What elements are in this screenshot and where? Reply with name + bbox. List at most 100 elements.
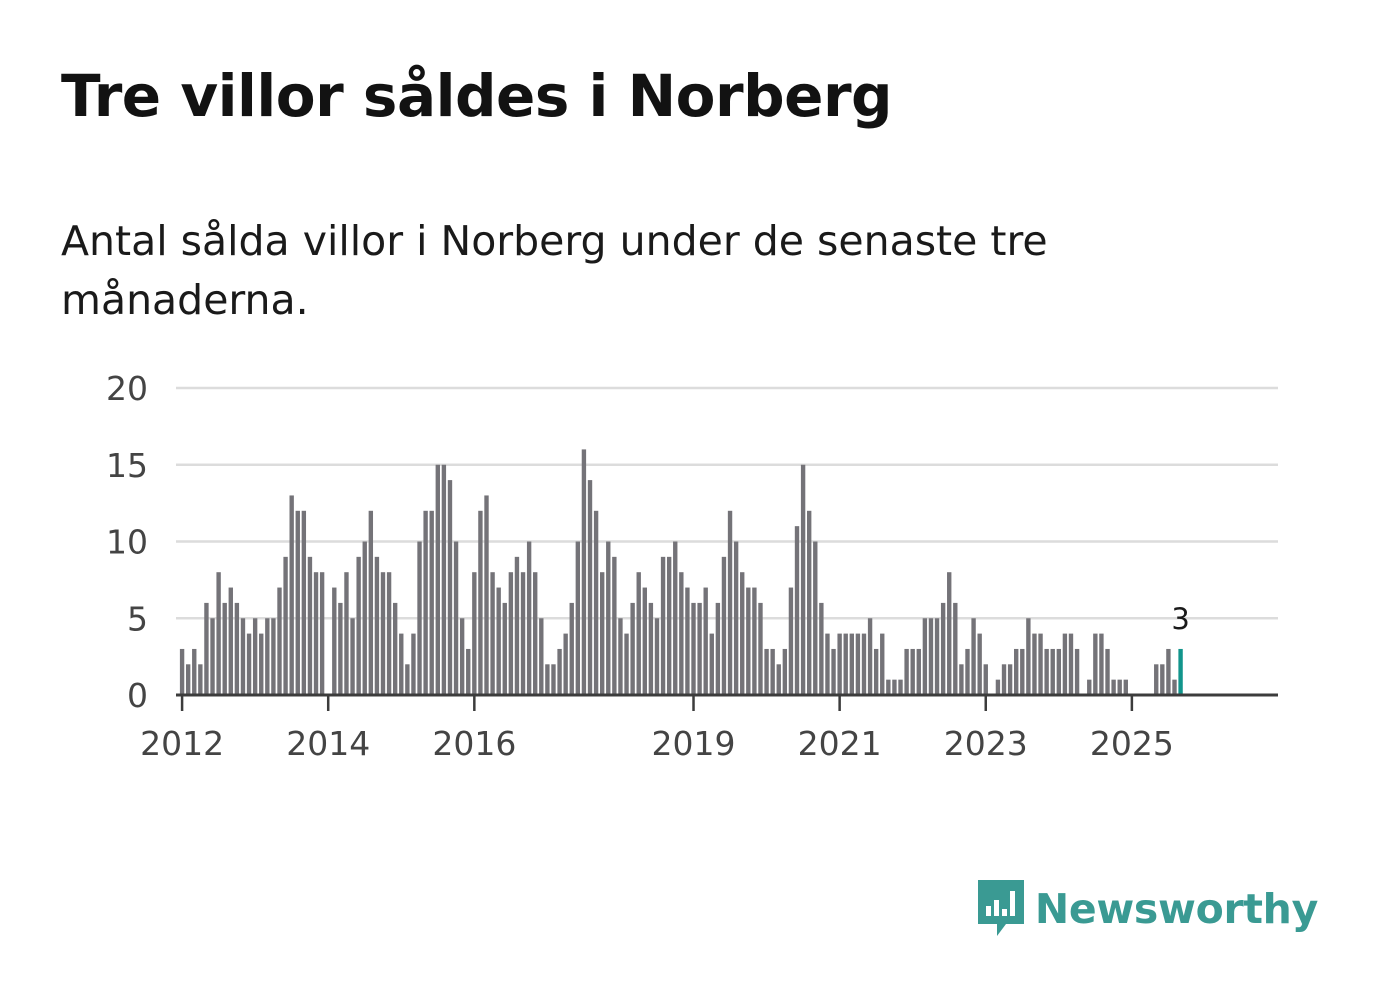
bar bbox=[953, 602, 958, 695]
bar bbox=[606, 541, 611, 695]
bar bbox=[715, 602, 721, 695]
bar bbox=[813, 541, 818, 695]
bar bbox=[368, 510, 374, 695]
y-tick-label: 20 bbox=[106, 369, 148, 408]
bar bbox=[1007, 664, 1013, 695]
bar bbox=[289, 495, 294, 695]
bar bbox=[922, 618, 928, 695]
bar bbox=[179, 648, 185, 695]
bar bbox=[307, 556, 313, 695]
brand-name: Newsworthy bbox=[1034, 885, 1318, 933]
x-tick-label: 2025 bbox=[1090, 724, 1174, 763]
bar bbox=[612, 556, 617, 695]
bar bbox=[1123, 679, 1128, 695]
bar bbox=[411, 633, 416, 695]
bar bbox=[977, 633, 982, 695]
bar bbox=[392, 602, 398, 695]
bar bbox=[679, 572, 684, 695]
bar bbox=[295, 510, 300, 695]
bar bbox=[356, 556, 361, 695]
bar bbox=[283, 556, 288, 695]
bar bbox=[198, 664, 203, 695]
x-tick-label: 2012 bbox=[140, 724, 224, 763]
bar bbox=[904, 648, 909, 695]
bar bbox=[1020, 648, 1025, 695]
bar bbox=[1014, 648, 1019, 695]
bar bbox=[192, 648, 197, 695]
bar bbox=[983, 664, 988, 695]
bar bbox=[1160, 664, 1165, 695]
bar bbox=[940, 602, 946, 695]
bar bbox=[429, 510, 434, 695]
bar bbox=[575, 541, 581, 695]
bar bbox=[1044, 648, 1049, 695]
bar bbox=[758, 602, 763, 695]
bar bbox=[563, 633, 568, 695]
bar bbox=[1032, 633, 1037, 695]
y-tick-label: 10 bbox=[106, 523, 148, 562]
bar bbox=[727, 510, 733, 695]
bar bbox=[685, 587, 690, 695]
bar bbox=[1117, 679, 1122, 695]
bar bbox=[265, 618, 270, 695]
bar bbox=[709, 633, 714, 695]
chart-subtitle: Antal sålda villor i Norberg under de se… bbox=[61, 217, 1048, 324]
bar bbox=[867, 618, 873, 695]
bar bbox=[271, 618, 276, 695]
bar bbox=[855, 633, 861, 695]
bar bbox=[508, 572, 514, 695]
bar bbox=[740, 572, 745, 695]
x-tick-label: 2019 bbox=[652, 724, 736, 763]
bar bbox=[1062, 633, 1068, 695]
bar bbox=[1093, 633, 1098, 695]
y-tick-label: 0 bbox=[127, 676, 148, 715]
bar bbox=[581, 449, 587, 695]
bar bbox=[886, 679, 891, 695]
bar bbox=[624, 633, 629, 695]
bar bbox=[210, 618, 215, 695]
bar bbox=[965, 648, 970, 695]
bar bbox=[1099, 633, 1104, 695]
bar bbox=[557, 648, 562, 695]
bar bbox=[593, 510, 599, 695]
bar bbox=[362, 541, 367, 695]
bar bbox=[898, 679, 903, 695]
bar bbox=[691, 602, 696, 695]
bar bbox=[1074, 648, 1080, 695]
bar bbox=[764, 648, 769, 695]
bar bbox=[807, 510, 812, 695]
bar bbox=[1050, 648, 1055, 695]
bar bbox=[514, 556, 520, 695]
bar bbox=[459, 618, 465, 695]
bar bbox=[1166, 648, 1171, 695]
bar bbox=[800, 464, 806, 695]
bar bbox=[539, 618, 544, 695]
bar bbox=[490, 572, 495, 695]
bar bbox=[277, 587, 282, 695]
bar bbox=[1056, 648, 1062, 695]
bar bbox=[892, 679, 897, 695]
bar bbox=[338, 602, 343, 695]
y-tick-label: 15 bbox=[106, 446, 148, 485]
x-tick-label: 2021 bbox=[798, 724, 882, 763]
bar bbox=[545, 664, 550, 695]
bar bbox=[752, 587, 757, 695]
bar bbox=[380, 572, 386, 695]
bar bbox=[587, 480, 593, 695]
bar bbox=[240, 618, 246, 695]
bar bbox=[648, 602, 654, 695]
bar bbox=[916, 648, 921, 695]
newsworthy-logo-icon bbox=[977, 880, 1024, 936]
bar bbox=[222, 602, 227, 695]
bar bbox=[252, 618, 258, 695]
bar bbox=[697, 602, 702, 695]
bar bbox=[441, 464, 447, 695]
bar bbox=[660, 556, 666, 695]
bar bbox=[246, 633, 252, 695]
bar bbox=[502, 602, 507, 695]
bar bbox=[995, 679, 1001, 695]
bar bbox=[971, 618, 976, 695]
bar bbox=[831, 648, 836, 695]
bar bbox=[423, 510, 428, 695]
bar bbox=[618, 618, 623, 695]
